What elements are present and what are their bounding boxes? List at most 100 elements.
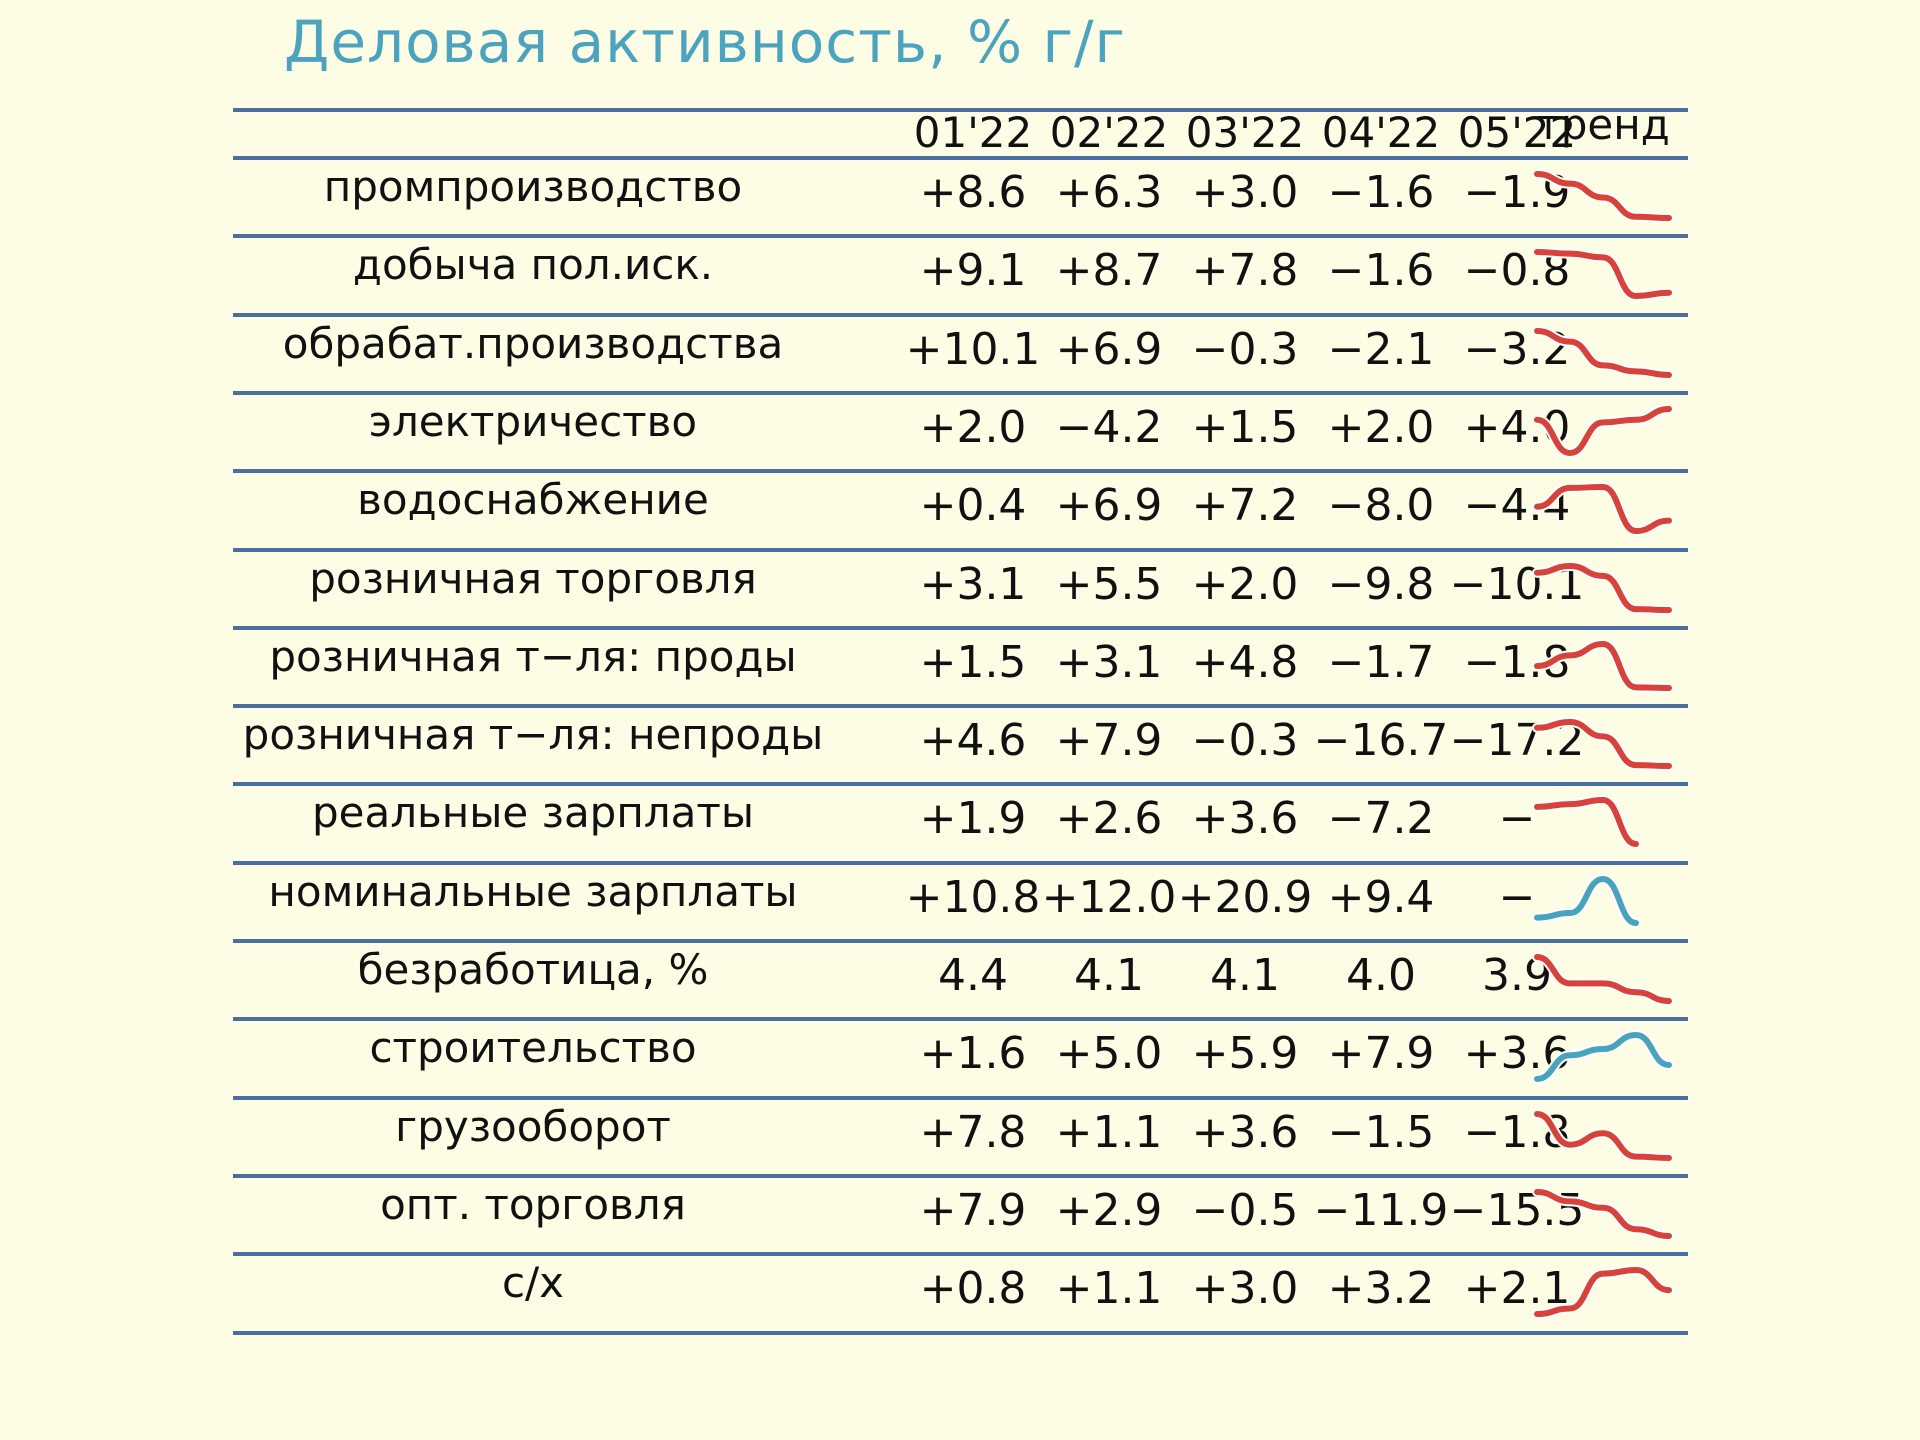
table-cell: +2.6 bbox=[1055, 793, 1163, 845]
table-cell: +7.9 bbox=[919, 1184, 1027, 1236]
column-header: 03'22 bbox=[1185, 108, 1305, 157]
table-cell: −8.0 bbox=[1327, 480, 1435, 532]
table-cell: +2.0 bbox=[1327, 401, 1435, 453]
sparkline-line bbox=[1534, 171, 1672, 221]
table-rule bbox=[233, 1173, 1688, 1178]
table-cell: +4.8 bbox=[1191, 636, 1299, 688]
row-label: номинальные зарплаты bbox=[268, 866, 798, 916]
trend-sparkline bbox=[1532, 247, 1674, 302]
table-cell: +6.9 bbox=[1055, 323, 1163, 375]
table-cell: −11.9 bbox=[1313, 1184, 1449, 1236]
row-label: реальные зарплаты bbox=[311, 788, 755, 838]
table-cell: +0.4 bbox=[919, 480, 1027, 532]
trend-sparkline bbox=[1532, 169, 1674, 223]
table-cell: +8.6 bbox=[919, 167, 1027, 218]
row-label: водоснабжение bbox=[357, 475, 709, 525]
trend-sparkline bbox=[1532, 952, 1674, 1006]
table-rule bbox=[233, 1252, 1688, 1257]
table-rule bbox=[233, 234, 1688, 239]
sparkline-line bbox=[1534, 1188, 1672, 1239]
table-cell: −1.6 bbox=[1327, 245, 1435, 297]
sparkline-line bbox=[1534, 249, 1672, 300]
table-cell: +5.5 bbox=[1055, 558, 1163, 610]
column-header: 05'22 bbox=[1457, 108, 1577, 157]
table-cell: −9.8 bbox=[1327, 558, 1435, 610]
table-rule bbox=[233, 156, 1688, 160]
sparkline-halo bbox=[1532, 560, 1674, 615]
trend-sparkline bbox=[1532, 482, 1674, 537]
row-label: промпроизводство bbox=[323, 162, 743, 211]
table-cell: +2.9 bbox=[1055, 1184, 1163, 1236]
trend-sparkline bbox=[1532, 325, 1674, 380]
table-cell: −4.2 bbox=[1055, 401, 1163, 453]
sparkline-line bbox=[1534, 954, 1672, 1004]
table-cell: +6.9 bbox=[1055, 480, 1163, 532]
table-rule bbox=[233, 469, 1688, 474]
sparkline-halo bbox=[1532, 638, 1674, 693]
table-cell: −0.3 bbox=[1191, 323, 1299, 375]
trend-sparkline bbox=[1532, 1030, 1674, 1085]
table-cell: − bbox=[1498, 793, 1536, 845]
row-label: безработица, % bbox=[357, 945, 709, 994]
table-rule bbox=[233, 860, 1688, 865]
row-label: с/х bbox=[501, 1258, 565, 1308]
table-cell: +5.0 bbox=[1055, 1028, 1163, 1080]
table-rule bbox=[233, 704, 1688, 709]
table-rule bbox=[233, 1095, 1688, 1100]
sparkline-line bbox=[1534, 1267, 1672, 1318]
column-header: 02'22 bbox=[1049, 108, 1169, 157]
sparkline-line bbox=[1534, 640, 1672, 691]
row-label: добыча пол.иск. bbox=[352, 240, 714, 290]
row-label: грузооборот bbox=[395, 1101, 671, 1151]
table-cell: +4.6 bbox=[919, 715, 1027, 767]
sparkline-line bbox=[1534, 797, 1639, 848]
table-cell: −1.7 bbox=[1327, 636, 1435, 688]
sparkline-halo bbox=[1532, 717, 1674, 772]
table-cell: +3.0 bbox=[1191, 167, 1299, 218]
table-cell: +3.1 bbox=[1055, 636, 1163, 688]
table-cell: +7.8 bbox=[919, 1106, 1027, 1158]
table-cell: +3.0 bbox=[1191, 1263, 1299, 1315]
table-cell: +10.1 bbox=[905, 323, 1041, 375]
column-header: 04'22 bbox=[1321, 108, 1441, 157]
table-cell: +2.0 bbox=[1191, 558, 1299, 610]
table-cell: +12.0 bbox=[1041, 871, 1177, 923]
table-cell: 4.1 bbox=[1074, 950, 1144, 1001]
table-cell: −7.2 bbox=[1327, 793, 1435, 845]
table-cell: +7.9 bbox=[1055, 715, 1163, 767]
sparkline-line bbox=[1534, 1110, 1672, 1161]
table-cell: +1.1 bbox=[1055, 1106, 1163, 1158]
table-cell: −2.1 bbox=[1327, 323, 1435, 375]
trend-sparkline bbox=[1532, 403, 1674, 458]
table-cell: +2.1 bbox=[1463, 1263, 1571, 1315]
table-cell: +9.4 bbox=[1327, 871, 1435, 923]
trend-header: тренд bbox=[1536, 100, 1670, 149]
table-cell: +7.8 bbox=[1191, 245, 1299, 297]
sparkline-line bbox=[1534, 562, 1672, 613]
table-rule bbox=[233, 939, 1688, 943]
table-cell: 4.1 bbox=[1210, 950, 1280, 1001]
table-cell: +1.5 bbox=[919, 636, 1027, 688]
row-label: обрабат.производства bbox=[282, 318, 784, 368]
table-cell: +20.9 bbox=[1177, 871, 1313, 923]
row-label: электричество bbox=[368, 396, 698, 446]
table-cell: +0.8 bbox=[919, 1263, 1027, 1315]
trend-sparkline bbox=[1532, 560, 1674, 615]
table-cell: +6.3 bbox=[1055, 167, 1163, 218]
table-cell: 4.0 bbox=[1346, 950, 1416, 1001]
table-cell: +1.1 bbox=[1055, 1263, 1163, 1315]
table-rule bbox=[233, 782, 1688, 787]
trend-sparkline bbox=[1532, 1186, 1674, 1241]
table-cell: −4.4 bbox=[1463, 480, 1571, 532]
table-rule bbox=[233, 312, 1688, 317]
table-rule bbox=[233, 547, 1688, 552]
sparkline-line bbox=[1534, 875, 1639, 926]
table-rule bbox=[233, 390, 1688, 395]
sparkline-line bbox=[1534, 484, 1672, 535]
table-cell: −0.5 bbox=[1191, 1184, 1299, 1236]
table-cell: +7.2 bbox=[1191, 480, 1299, 532]
trend-sparkline bbox=[1532, 1108, 1674, 1163]
table-cell: +5.9 bbox=[1191, 1028, 1299, 1080]
table-cell: +3.6 bbox=[1191, 1106, 1299, 1158]
table-rule bbox=[233, 1017, 1688, 1022]
